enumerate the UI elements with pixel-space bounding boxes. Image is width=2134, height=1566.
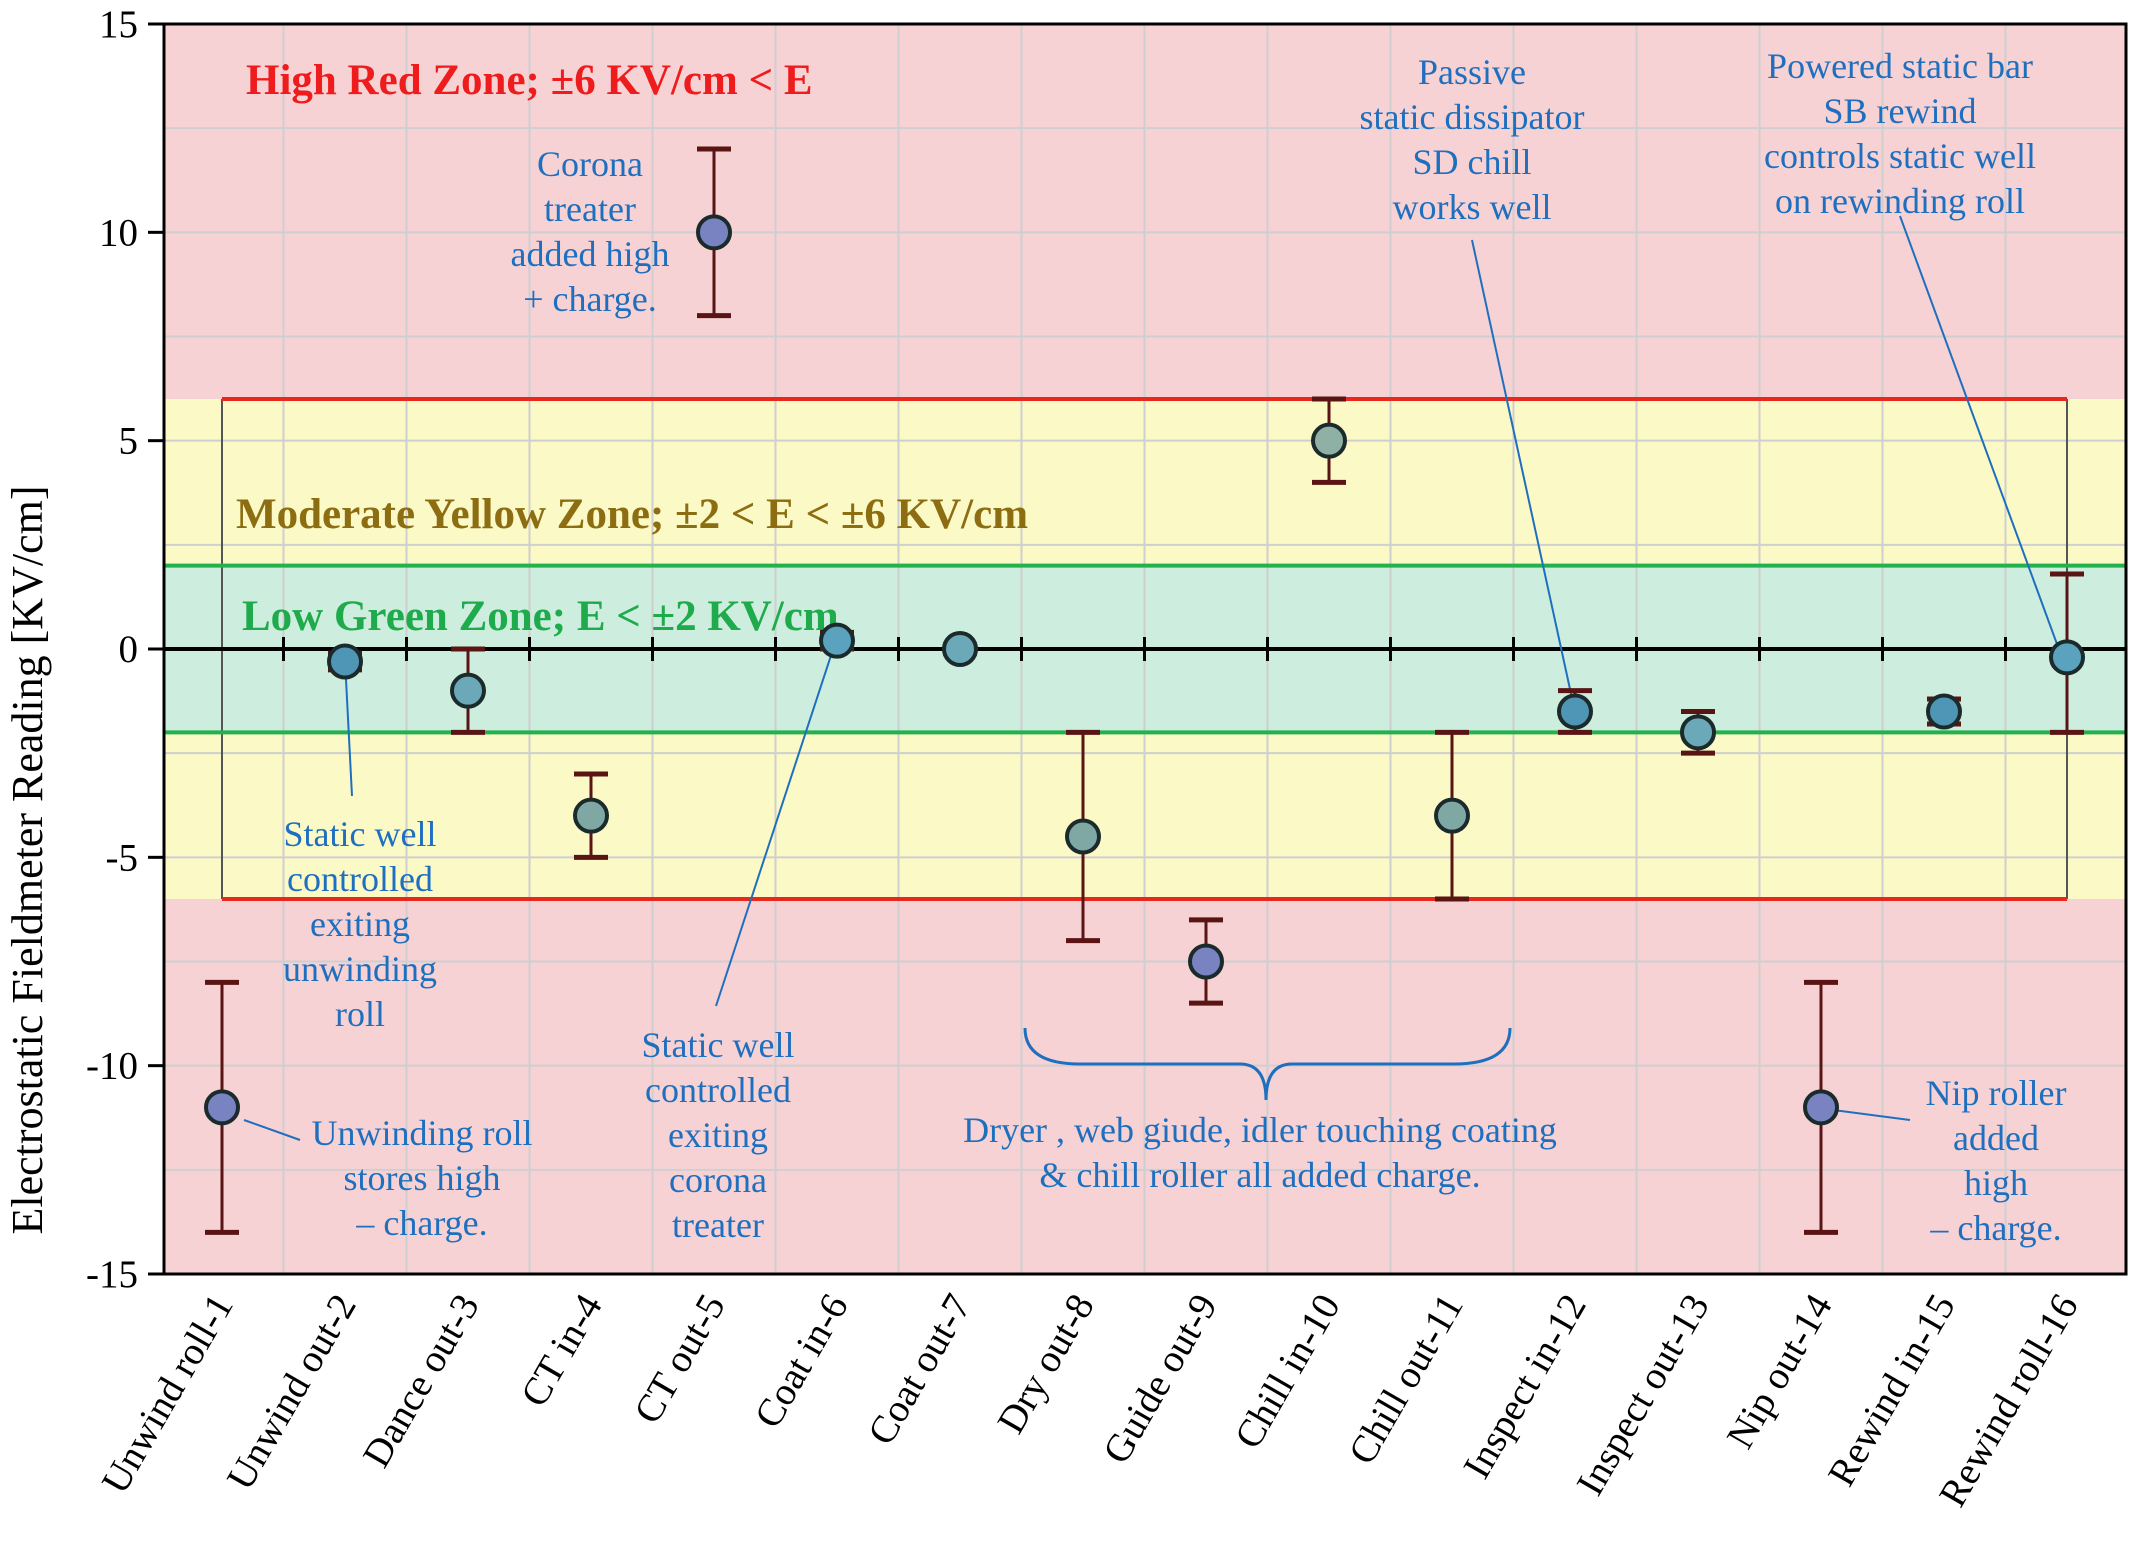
annotation-line: Unwinding roll xyxy=(312,1113,533,1153)
annotation-line: treater xyxy=(672,1205,764,1245)
annotation-line: – charge. xyxy=(1929,1208,2061,1248)
annotation-line: roll xyxy=(335,994,385,1034)
x-tick-label: Coat out-7 xyxy=(860,1287,980,1452)
data-point xyxy=(1188,943,1224,980)
zone-label-red: High Red Zone; ±6 KV/cm < E xyxy=(246,57,813,104)
annotation: Unwinding roll stores high – charge. xyxy=(312,1113,533,1243)
annotation-line: Static well xyxy=(642,1025,795,1065)
x-tick-label: Rewind in-15 xyxy=(1820,1287,1964,1493)
y-tick-label: -15 xyxy=(86,1253,138,1296)
x-tick-label: Coat in-6 xyxy=(746,1287,856,1435)
data-point xyxy=(1557,693,1593,730)
y-tick-label: 0 xyxy=(119,628,139,671)
brace xyxy=(1023,1027,1512,1101)
data-point xyxy=(696,214,732,251)
data-point xyxy=(1311,422,1347,459)
x-tick-label: Dance out-3 xyxy=(355,1287,488,1474)
y-tick-label: -10 xyxy=(86,1045,138,1088)
annotation-line: Powered static bar xyxy=(1767,46,2033,86)
annotations: Corona treater added high + charge. Passive s… xyxy=(283,46,2066,1248)
x-tick-label: Inspect in-12 xyxy=(1455,1287,1595,1486)
annotation-line: static dissipator xyxy=(1360,97,1585,137)
annotation-line: high xyxy=(1964,1163,2028,1203)
data-point xyxy=(1065,818,1101,855)
annotation-line: SB rewind xyxy=(1824,91,1977,131)
x-tick-label: CT in-4 xyxy=(513,1287,611,1414)
x-tick-label: Unwind out-2 xyxy=(219,1287,365,1497)
x-tick-label: Inspect out-13 xyxy=(1568,1287,1717,1503)
data-point xyxy=(819,622,855,659)
annotation: Static well controlled exiting unwinding rol… xyxy=(283,814,437,1034)
annotation-line: unwinding xyxy=(283,949,437,989)
annotation-line: & chill roller all added charge. xyxy=(1039,1155,1480,1195)
x-tick-label: Chill in-10 xyxy=(1227,1287,1349,1456)
annotation-line: corona xyxy=(669,1160,767,1200)
annotation-line: on rewinding roll xyxy=(1775,181,2025,221)
annotation-line: stores high xyxy=(344,1158,501,1198)
y-tick-label: -5 xyxy=(106,836,139,879)
zone-labels: High Red Zone; ±6 KV/cm < E Moderate Yel… xyxy=(236,57,1028,640)
annotation-line: controlled xyxy=(645,1070,791,1110)
annotation: Passive static dissipator SD chill works we… xyxy=(1360,52,1585,227)
annotation-line: controls static well xyxy=(1764,136,2036,176)
y-tick-label: 10 xyxy=(99,211,138,254)
annotation-line: treater xyxy=(544,189,636,229)
annotation-line: Corona xyxy=(537,144,643,184)
data-point xyxy=(573,797,609,834)
annotation-line: exiting xyxy=(310,904,410,944)
zone-boundaries xyxy=(164,397,2126,901)
x-tick-label: Unwind roll-1 xyxy=(94,1287,242,1501)
annotation: Nip roller added high – charge. xyxy=(1926,1073,2067,1248)
annotation: Static well controlled exiting corona treate… xyxy=(642,1025,795,1245)
annotation-line: added xyxy=(1953,1118,2039,1158)
x-tick-label: CT out-5 xyxy=(626,1287,734,1431)
data-point xyxy=(1434,797,1470,834)
annotation-line: exiting xyxy=(668,1115,768,1155)
data-marks xyxy=(204,146,2085,1235)
zone-label-yellow: Moderate Yellow Zone; ±2 < E < ±6 KV/cm xyxy=(236,491,1028,538)
annotation-line: Nip roller xyxy=(1926,1073,2067,1113)
annotation: Corona treater added high + charge. xyxy=(511,144,670,319)
annotation-leader xyxy=(1471,239,1576,713)
annotation-line: controlled xyxy=(287,859,433,899)
data-point xyxy=(942,631,978,667)
annotation-line: + charge. xyxy=(523,279,657,319)
annotation-line: Static well xyxy=(284,814,437,854)
data-point xyxy=(450,672,486,709)
data-point xyxy=(327,643,363,680)
annotation-line: Passive xyxy=(1418,52,1526,92)
annotation-line: added high xyxy=(511,234,670,274)
x-tick-label: Dry out-8 xyxy=(989,1287,1103,1441)
y-tick-label: 15 xyxy=(99,3,138,46)
annotation-line: Dryer , web giude, idler touching coatin… xyxy=(963,1110,1557,1150)
annotation: Dryer , web giude, idler touching coatin… xyxy=(963,1110,1557,1195)
y-tick-label: 5 xyxy=(119,420,139,463)
data-point xyxy=(1803,1089,1839,1126)
zone-label-green: Low Green Zone; E < ±2 KV/cm xyxy=(242,593,839,640)
annotation: Powered static bar SB rewind controls stat… xyxy=(1764,46,2036,221)
data-point xyxy=(2049,639,2085,676)
annotation-leader xyxy=(344,659,353,797)
data-point xyxy=(1926,693,1962,730)
annotation-leader xyxy=(1899,215,2062,656)
annotation-leader xyxy=(243,1119,301,1141)
annotation-line: – charge. xyxy=(355,1203,487,1243)
data-point xyxy=(204,1089,240,1126)
annotation-leaders xyxy=(243,215,2062,1141)
x-tick-label: Nip out-14 xyxy=(1719,1287,1841,1456)
x-tick-label: Chill out-11 xyxy=(1340,1287,1471,1471)
data-point xyxy=(1680,714,1716,751)
annotation-line: SD chill xyxy=(1412,142,1531,182)
annotation-line: works well xyxy=(1393,187,1552,227)
y-axis-title: Electrostatic Fieldmeter Reading [KV/cm] xyxy=(3,486,52,1235)
annotation-leader xyxy=(715,627,841,1007)
x-tick-label: Guide out-9 xyxy=(1095,1287,1226,1471)
